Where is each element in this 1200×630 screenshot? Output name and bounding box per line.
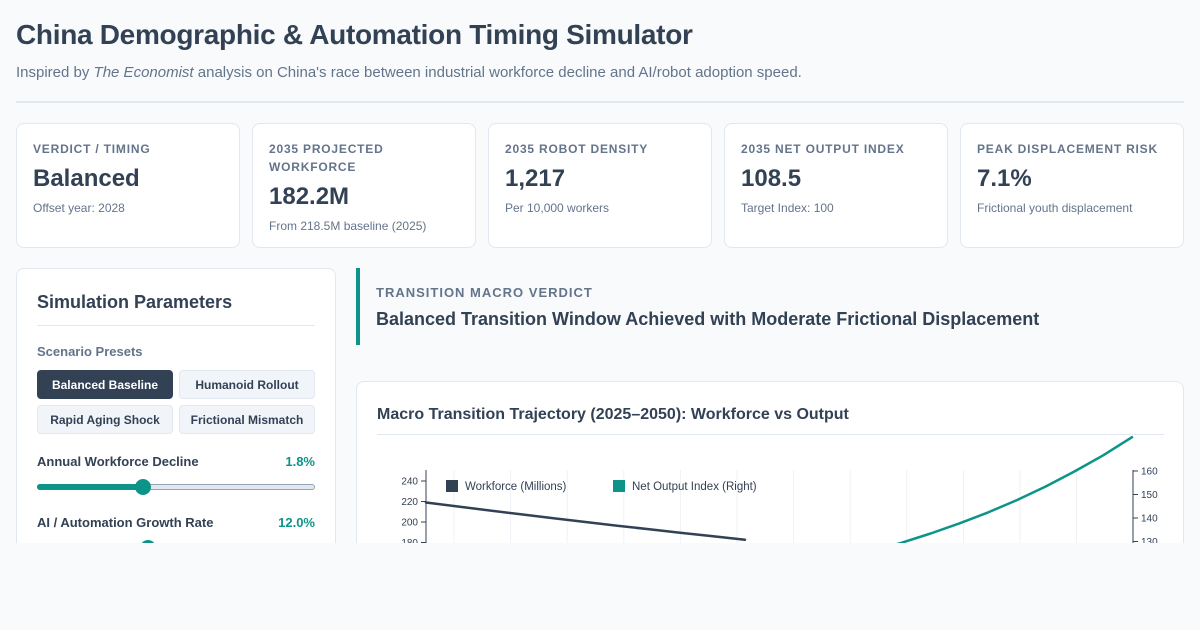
kpi-card-robot-density: 2035 Robot Density 1,217 Per 10,000 work… <box>488 123 712 248</box>
workforce-series-line <box>424 501 747 542</box>
preset-group: Balanced Baseline Humanoid Rollout Rapid… <box>37 370 315 434</box>
legend-swatch-output <box>613 480 625 492</box>
legend-label-output: Net Output Index (Right) <box>632 481 757 493</box>
subtitle-prefix: Inspired by <box>16 64 94 81</box>
workforce-decline-row: Annual Workforce Decline 1.8% <box>37 454 315 469</box>
chart-title: Macro Transition Trajectory (2025–2050):… <box>377 406 849 423</box>
slider-fill <box>37 484 143 490</box>
legend-swatch-workforce <box>446 480 458 492</box>
verdict-headline: Balanced Transition Window Achieved with… <box>376 309 1040 329</box>
left-tick-label: 200 <box>401 518 418 529</box>
automation-growth-row: AI / Automation Growth Rate 12.0% <box>37 515 315 530</box>
panel-divider <box>37 325 315 326</box>
kpi-value: Balanced <box>33 165 140 192</box>
kpi-sub: Offset year: 2028 <box>33 201 125 215</box>
viewport-bottom-fill <box>0 543 1200 630</box>
kpi-label: 2035 Net Output Index <box>741 142 905 156</box>
workforce-decline-slider[interactable] <box>37 479 315 495</box>
preset-frictional-mismatch-button[interactable]: Frictional Mismatch <box>179 405 315 434</box>
kpi-label: 2035 Projected Workforce <box>269 142 384 174</box>
kpi-card-displacement: Peak Displacement Risk 7.1% Frictional y… <box>960 123 1184 248</box>
kpi-sub: From 218.5M baseline (2025) <box>269 219 427 233</box>
subtitle-source: The Economist <box>93 64 194 81</box>
right-tick-label: 160 <box>1141 467 1158 478</box>
right-tick-label: 150 <box>1141 490 1158 501</box>
panel-title: Simulation Parameters <box>37 292 233 312</box>
preset-balanced-baseline-button[interactable]: Balanced Baseline <box>37 370 173 399</box>
verdict-kicker: Transition Macro Verdict <box>376 285 593 300</box>
kpi-sub: Frictional youth displacement <box>977 201 1133 215</box>
workforce-decline-label: Annual Workforce Decline <box>37 454 199 469</box>
kpi-sub: Target Index: 100 <box>741 201 834 215</box>
kpi-label: Verdict / Timing <box>33 142 151 156</box>
left-tick-label: 240 <box>401 477 418 488</box>
kpi-value: 108.5 <box>741 165 802 192</box>
legend-label-workforce: Workforce (Millions) <box>465 481 567 493</box>
kpi-value: 182.2M <box>269 183 350 210</box>
kpi-sub: Per 10,000 workers <box>505 201 610 215</box>
header-divider <box>16 101 1184 103</box>
kpi-card-workforce: 2035 Projected Workforce 182.2M From 218… <box>252 123 476 248</box>
page-subtitle: Inspired by The Economist analysis on Ch… <box>16 64 802 81</box>
kpi-label: 2035 Robot Density <box>505 142 649 156</box>
right-tick-label: 130 <box>1141 537 1158 548</box>
kpi-label: Peak Displacement Risk <box>977 142 1158 156</box>
subtitle-suffix: analysis on China's race between industr… <box>193 64 802 81</box>
presets-label: Scenario Presets <box>37 344 143 359</box>
left-tick-label: 220 <box>401 497 418 508</box>
slider-thumb[interactable] <box>134 479 151 495</box>
chart-divider <box>377 434 1164 435</box>
automation-growth-value: 12.0% <box>278 515 315 530</box>
right-tick-label: 140 <box>1141 514 1158 525</box>
kpi-value: 7.1% <box>977 165 1032 192</box>
workforce-decline-value: 1.8% <box>285 454 315 469</box>
preset-rapid-aging-shock-button[interactable]: Rapid Aging Shock <box>37 405 173 434</box>
preset-humanoid-rollout-button[interactable]: Humanoid Rollout <box>179 370 315 399</box>
automation-growth-label: AI / Automation Growth Rate <box>37 515 214 530</box>
macro-verdict-banner: Transition Macro Verdict Balanced Transi… <box>356 268 1184 345</box>
kpi-card-output-index: 2035 Net Output Index 108.5 Target Index… <box>724 123 948 248</box>
kpi-card-verdict: Verdict / Timing Balanced Offset year: 2… <box>16 123 240 248</box>
page-title: China Demographic & Automation Timing Si… <box>16 19 693 50</box>
kpi-value: 1,217 <box>505 165 566 192</box>
simulation-parameters-panel: Simulation Parameters Scenario Presets B… <box>16 268 336 558</box>
output-series-line <box>871 435 1134 553</box>
